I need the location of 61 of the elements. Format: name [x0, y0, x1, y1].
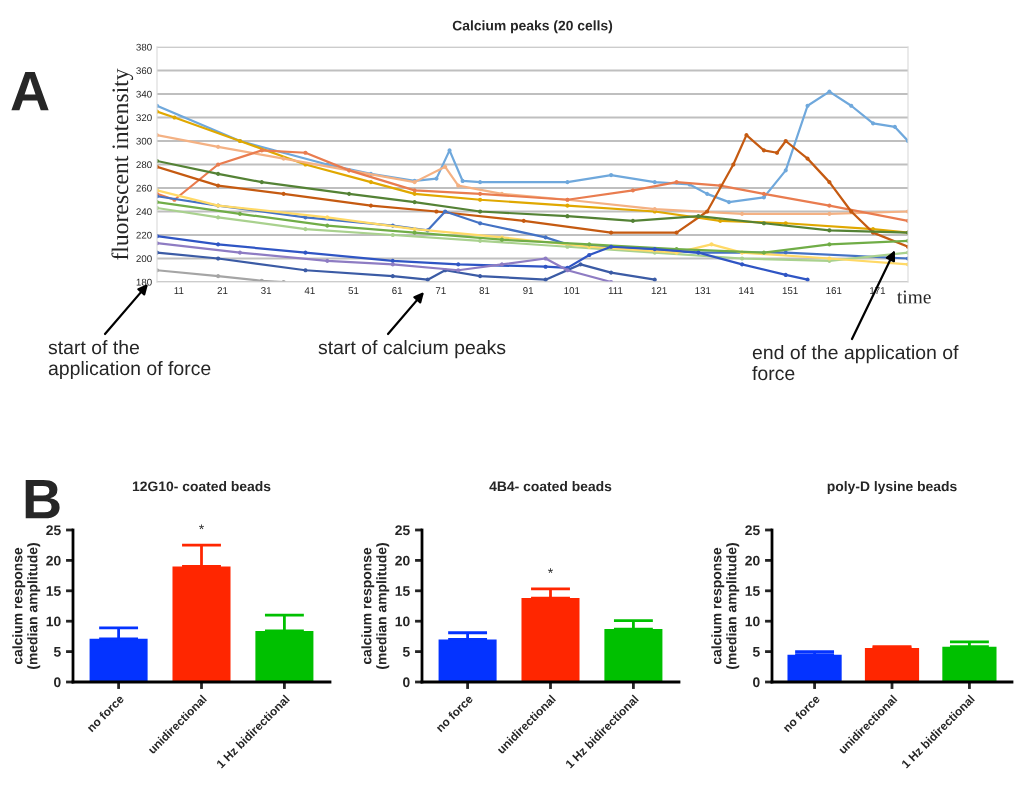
x-tick-label: 111	[608, 287, 623, 294]
y-tick-label: 20	[745, 555, 760, 566]
y-axis-title: fluorescent intensity	[111, 68, 134, 260]
annotation: end of the application of force	[752, 345, 959, 381]
x-tick-label: 161	[826, 287, 842, 294]
y-tick-label: 15	[395, 586, 410, 596]
y-tick-label: 280	[136, 161, 152, 169]
y-tick-label: 260	[136, 184, 152, 192]
y-tick-label: 10	[46, 616, 61, 627]
y-tick-label: 20	[46, 555, 61, 566]
x-tick-label: 151	[782, 287, 798, 294]
y-tick-label: 220	[136, 231, 152, 239]
y-tick-label: 340	[136, 90, 152, 98]
y-tick-label: 180	[136, 278, 152, 286]
y-axis-title: calcium response (median amplitude)	[12, 543, 41, 669]
y-tick-label: 0	[403, 677, 410, 688]
x-tick-label: 131	[695, 287, 711, 294]
y-axis-title: calcium response (median amplitude)	[361, 543, 390, 669]
y-tick-label: 5	[53, 647, 61, 657]
x-tick-label: 41	[304, 287, 315, 294]
text: start of calcium peaks	[318, 340, 506, 359]
text: start of the application of force	[48, 340, 211, 380]
x-tick-label: 101	[564, 287, 580, 294]
y-tick-label: 300	[136, 137, 152, 145]
y-tick-label: 0	[753, 677, 760, 688]
text: B	[25, 480, 60, 519]
text: *	[199, 524, 204, 530]
y-tick-label: 15	[46, 586, 61, 596]
chart-title: poly-D lysine beads	[827, 481, 957, 494]
x-tick-label: 21	[217, 287, 228, 294]
x-tick-label: 141	[739, 287, 755, 294]
y-tick-label: 360	[136, 67, 152, 75]
x-axis-title: time	[897, 290, 931, 304]
y-tick-label: 380	[136, 43, 152, 51]
y-tick-label: 5	[402, 647, 410, 657]
y-tick-label: 240	[136, 208, 152, 216]
y-tick-label: 200	[136, 255, 152, 263]
x-tick-label: 71	[435, 287, 446, 294]
y-tick-label: 320	[136, 114, 152, 122]
y-tick-label: 10	[395, 616, 410, 627]
y-tick-label: 15	[745, 586, 760, 596]
y-tick-label: 0	[54, 677, 61, 688]
x-tick-label: 81	[479, 287, 490, 294]
y-tick-label: 25	[46, 525, 61, 536]
x-tick-label: 91	[523, 287, 534, 294]
x-tick-label: 11	[174, 287, 184, 294]
y-tick-label: 25	[745, 525, 760, 536]
x-tick-label: 61	[392, 287, 403, 294]
x-tick-label: 121	[651, 287, 667, 294]
chart-title: 4B4- coated beads	[489, 481, 612, 492]
y-tick-label: 20	[395, 555, 410, 566]
text: A	[11, 72, 49, 111]
y-tick-label: 25	[395, 525, 410, 536]
x-tick-label: 31	[261, 287, 272, 294]
chart-title: Calcium peaks (20 cells)	[452, 20, 613, 34]
y-tick-label: 5	[752, 647, 760, 657]
y-tick-label: 10	[745, 616, 760, 627]
annotation: *	[548, 568, 553, 574]
y-axis-title: calcium response (median amplitude)	[711, 543, 740, 669]
x-tick-label: 51	[348, 287, 359, 294]
chart-title: 12G10- coated beads	[132, 481, 271, 492]
